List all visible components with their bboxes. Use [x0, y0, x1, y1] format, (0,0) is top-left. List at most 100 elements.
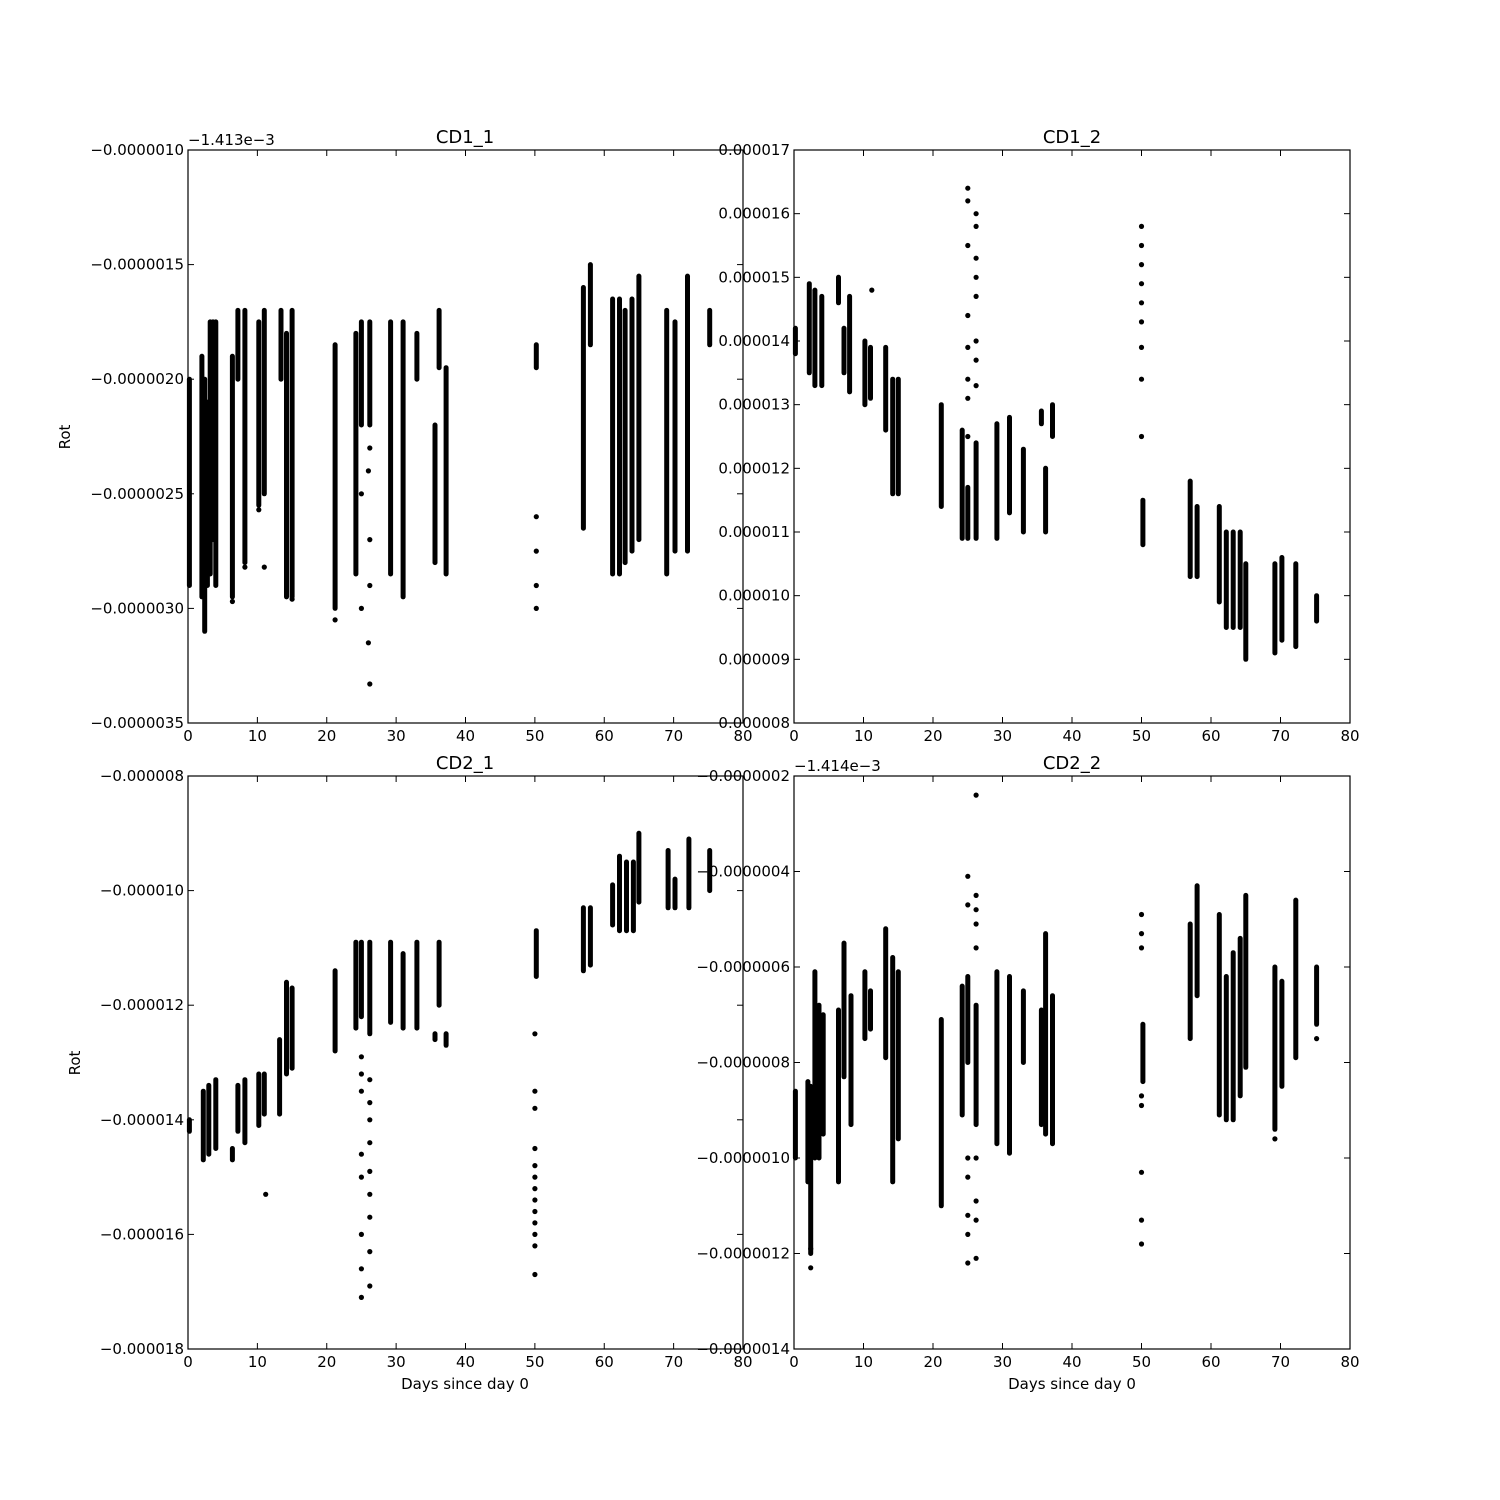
- y-tick-label: −0.0000008: [696, 1054, 790, 1072]
- y-tick-label: −0.0000012: [696, 1245, 790, 1263]
- data-point-1: [965, 198, 971, 204]
- y-tick-label: −0.000008: [100, 767, 184, 785]
- data-point-18: [1138, 242, 1145, 249]
- x-tick-label: 30: [387, 1353, 406, 1371]
- data-point-16: [808, 1265, 814, 1271]
- x-tick-label: 10: [854, 727, 873, 745]
- data-point-11: [367, 1214, 373, 1220]
- data-point-10: [533, 582, 539, 589]
- y-tick-label: −0.000018: [100, 1340, 184, 1358]
- panel-cd1-2: 0 10 20 30 40 50 60 70 80 0.0000080.0000090.0000…: [718, 127, 1359, 745]
- y-tick-label: 0.000012: [718, 459, 790, 477]
- data-point-6: [367, 1140, 373, 1146]
- data-points-cd2-2: [792, 792, 1320, 1271]
- data-point-5: [973, 921, 979, 927]
- x-tick-label: 20: [923, 1353, 942, 1371]
- data-point-11: [973, 357, 979, 363]
- data-point-23: [532, 1174, 538, 1180]
- data-point-16: [358, 1294, 364, 1300]
- data-point-21: [1138, 1093, 1145, 1099]
- x-tick-label: 80: [1340, 727, 1359, 745]
- data-point-10: [965, 344, 971, 350]
- data-point-20: [1138, 281, 1145, 287]
- data-point-8: [533, 514, 539, 520]
- data-point-0: [965, 185, 971, 191]
- x-tick-label: 0: [789, 1353, 799, 1371]
- data-point-2: [973, 892, 979, 899]
- data-point-6: [973, 945, 979, 951]
- x-tick-label: 30: [993, 1353, 1012, 1371]
- x-axis-cd2-2: 0 10 20 30 40 50 60 70 80: [789, 776, 1360, 1371]
- y-tick-label: 0.000009: [718, 650, 790, 668]
- x-tick-label: 30: [993, 727, 1012, 745]
- y-tick-label: 0.000017: [718, 141, 790, 159]
- data-point-5: [367, 1117, 373, 1123]
- data-point-25: [1138, 1241, 1145, 1247]
- y-tick-label: 0.000008: [718, 714, 790, 732]
- data-point-2: [973, 211, 979, 217]
- data-point-4: [965, 242, 971, 249]
- data-point-14: [965, 395, 971, 401]
- data-point-14: [973, 1255, 979, 1261]
- x-axis-cd2-1: 0 10 20 30 40 50 60 70 80: [183, 776, 753, 1371]
- data-point-17: [229, 598, 235, 605]
- x-tick-label: 40: [456, 727, 475, 745]
- panel-title-cd1-2: CD1_2: [1043, 127, 1101, 148]
- data-point-3: [965, 902, 971, 908]
- data-point-10: [367, 1191, 373, 1197]
- x-axis-title-cd2-1: Days since day 0: [401, 1375, 529, 1393]
- data-point-12: [973, 1217, 979, 1223]
- x-tick-label: 20: [923, 727, 942, 745]
- data-point-22: [532, 1163, 538, 1169]
- x-tick-label: 50: [525, 1353, 544, 1371]
- x-tick-label: 60: [595, 727, 614, 745]
- x-tick-label: 0: [789, 727, 799, 745]
- x-tick-label: 50: [1132, 727, 1151, 745]
- x-tick-label: 20: [317, 727, 336, 745]
- x-tick-label: 30: [387, 727, 406, 745]
- data-point-7: [358, 1151, 364, 1157]
- y-tick-label: −0.0000020: [90, 370, 184, 388]
- data-point-24: [1138, 376, 1145, 382]
- offset-text-cd2-2: −1.414e−3: [794, 757, 881, 775]
- data-points-cd2-1: [186, 830, 713, 1300]
- data-point-2: [358, 605, 364, 612]
- data-point-18: [1138, 911, 1145, 918]
- data-point-8: [965, 312, 971, 319]
- panel-cd1-1: 0 10 20 30 40 50 60 70 80 −0.0000035−0.0000030−0…: [56, 127, 753, 745]
- y-tick-label: 0.000016: [718, 205, 790, 223]
- data-point-15: [965, 1260, 971, 1266]
- y-axis-cd1-1: −0.0000035 −0.0000030 −0.0000025 −0.0000020…: [90, 141, 743, 732]
- data-point-21: [1138, 300, 1145, 306]
- data-point-17: [808, 1246, 814, 1252]
- data-point-10: [973, 1198, 979, 1204]
- data-point-13: [256, 507, 262, 513]
- data-point-13: [965, 1231, 971, 1237]
- y-tick-label: −0.0000010: [696, 1149, 790, 1167]
- y-tick-label: −0.000016: [100, 1225, 184, 1243]
- y-axis-title-cd1-1: Rot: [56, 424, 74, 449]
- x-tick-label: 70: [664, 1353, 683, 1371]
- data-point-15: [367, 1283, 373, 1289]
- data-point-6: [365, 468, 371, 474]
- data-points-cd1-1: [186, 262, 713, 687]
- data-point-3: [973, 223, 979, 229]
- data-point-25: [1138, 433, 1145, 440]
- data-point-3: [367, 582, 373, 589]
- x-axis-cd1-1: 0 10 20 30 40 50 60 70 80: [183, 150, 753, 745]
- data-point-19: [1138, 262, 1145, 268]
- data-point-19: [532, 1088, 538, 1094]
- data-point-13: [973, 383, 979, 389]
- data-point-22: [1138, 319, 1145, 325]
- y-tick-label: −0.000010: [100, 882, 184, 900]
- y-tick-label: 0.000013: [718, 396, 790, 414]
- data-point-0: [973, 792, 979, 798]
- data-point-23: [1138, 1169, 1145, 1175]
- y-tick-label: 0.000015: [718, 268, 790, 286]
- x-tick-label: 0: [183, 727, 193, 745]
- y-tick-label: −0.0000004: [696, 863, 790, 881]
- data-point-9: [973, 338, 979, 344]
- data-point-27: [1272, 1136, 1278, 1142]
